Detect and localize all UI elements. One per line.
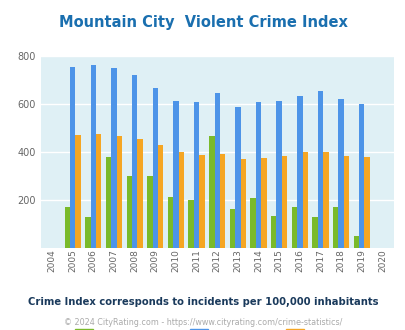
Bar xyxy=(291,207,296,248)
Bar xyxy=(296,96,302,248)
Bar xyxy=(260,157,266,248)
Bar xyxy=(85,217,90,248)
Bar xyxy=(116,136,121,248)
Bar xyxy=(70,67,75,248)
Bar xyxy=(75,135,81,248)
Bar xyxy=(302,152,307,248)
Bar xyxy=(250,198,255,248)
Bar xyxy=(281,156,286,248)
Bar xyxy=(240,159,245,248)
Bar xyxy=(229,209,234,248)
Text: Crime Index corresponds to incidents per 100,000 inhabitants: Crime Index corresponds to incidents per… xyxy=(28,297,377,307)
Bar xyxy=(126,176,132,248)
Bar xyxy=(90,65,96,248)
Bar xyxy=(158,145,163,248)
Bar xyxy=(255,102,260,248)
Bar xyxy=(214,93,220,248)
Bar xyxy=(364,157,369,248)
Bar xyxy=(137,139,142,248)
Bar xyxy=(111,68,116,248)
Bar xyxy=(271,216,276,248)
Bar xyxy=(322,152,328,248)
Bar xyxy=(338,99,343,248)
Bar xyxy=(234,107,240,248)
Bar xyxy=(199,155,204,248)
Bar xyxy=(167,197,173,248)
Bar xyxy=(317,90,322,248)
Bar xyxy=(188,200,194,248)
Bar xyxy=(332,207,338,248)
Bar xyxy=(178,151,183,248)
Legend: Mountain City, Tennessee, National: Mountain City, Tennessee, National xyxy=(71,326,362,330)
Bar xyxy=(353,236,358,248)
Bar xyxy=(173,101,178,248)
Bar xyxy=(96,134,101,248)
Text: Mountain City  Violent Crime Index: Mountain City Violent Crime Index xyxy=(58,15,347,30)
Bar xyxy=(64,207,70,248)
Bar xyxy=(152,88,158,248)
Bar xyxy=(343,156,348,248)
Bar xyxy=(209,136,214,248)
Text: © 2024 CityRating.com - https://www.cityrating.com/crime-statistics/: © 2024 CityRating.com - https://www.city… xyxy=(64,318,341,327)
Bar xyxy=(194,102,199,248)
Bar xyxy=(106,157,111,248)
Bar xyxy=(220,154,225,248)
Bar xyxy=(312,217,317,248)
Bar xyxy=(147,176,152,248)
Bar xyxy=(358,104,364,248)
Bar xyxy=(276,101,281,248)
Bar xyxy=(132,75,137,248)
